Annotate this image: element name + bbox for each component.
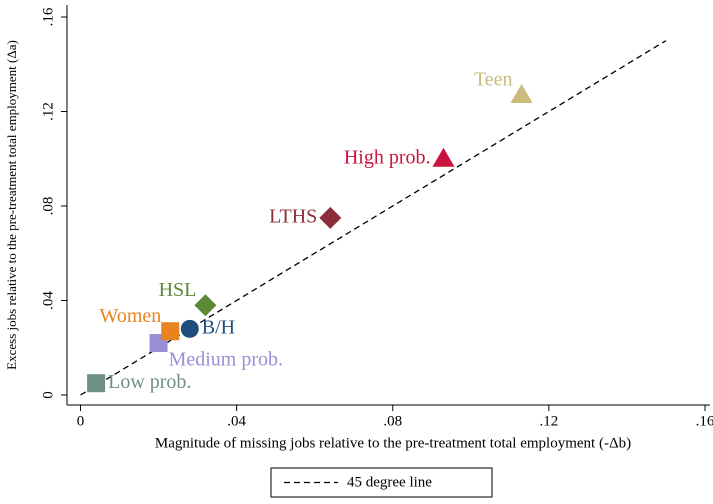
point-label: LTHS: [269, 205, 317, 227]
y-tick-label: .12: [40, 102, 56, 121]
point-label: High prob.: [344, 146, 431, 168]
x-tick-label: .16: [696, 413, 713, 429]
y-axis-title: Excess jobs relative to the pre-treatmen…: [4, 40, 19, 370]
x-tick-label: 0: [77, 413, 85, 429]
x-tick-label: .04: [227, 413, 246, 429]
x-tick-label: .08: [383, 413, 402, 429]
point-label: HSL: [159, 279, 197, 301]
point-label: Low prob.: [108, 371, 191, 393]
x-tick-label: .12: [540, 413, 559, 429]
marker: [180, 319, 199, 338]
marker: [510, 83, 533, 103]
point-label: Women: [100, 305, 162, 327]
marker: [161, 322, 180, 341]
x-axis-title: Magnitude of missing jobs relative to th…: [155, 435, 631, 451]
point-label: B/H: [202, 316, 235, 338]
y-tick-label: .04: [40, 291, 56, 310]
marker: [194, 294, 217, 317]
marker: [87, 374, 106, 393]
point-label: Medium prob.: [169, 349, 283, 371]
legend-label: 45 degree line: [347, 474, 432, 490]
y-tick-label: .16: [40, 7, 56, 26]
marker: [432, 147, 455, 167]
point-label: Teen: [474, 69, 513, 91]
y-tick-label: 0: [40, 391, 56, 399]
y-tick-label: .08: [40, 197, 56, 216]
marker: [319, 206, 342, 229]
